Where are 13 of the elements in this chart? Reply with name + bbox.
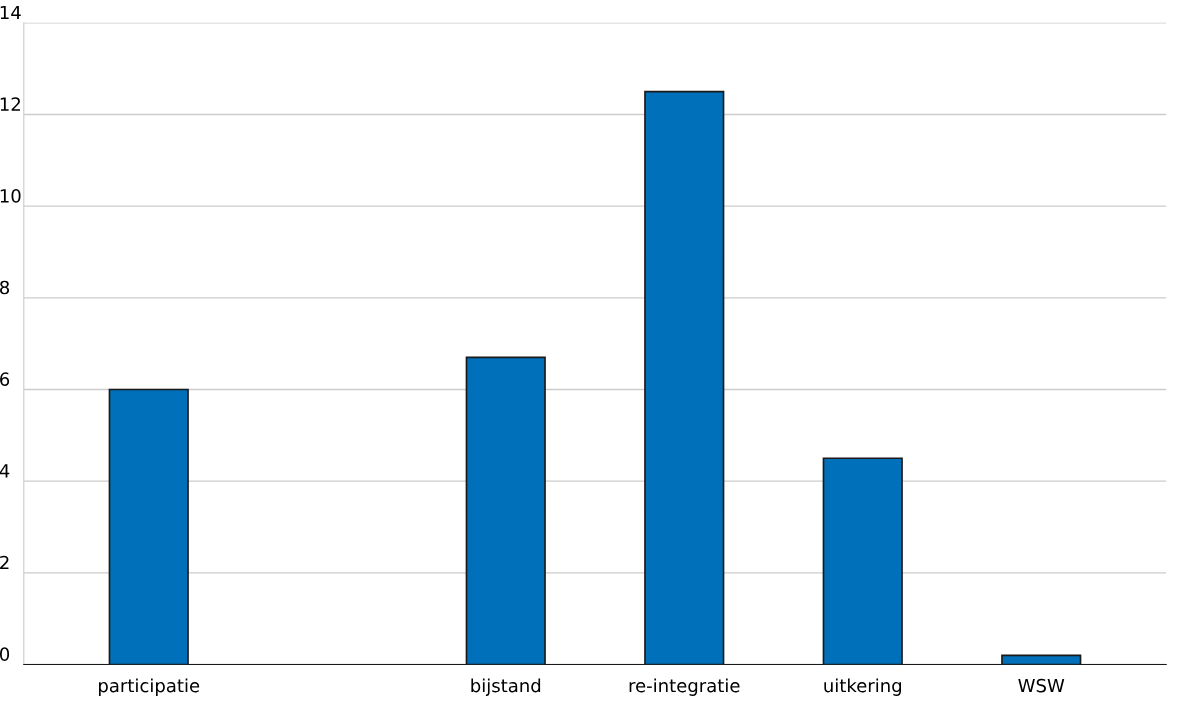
x-tick-label: uitkering xyxy=(824,678,902,696)
x-tick-label: WSW xyxy=(1018,678,1065,693)
y-tick-label: 4 xyxy=(0,464,10,478)
y-tick-label: 12 xyxy=(0,97,20,111)
x-tick-label: participatie xyxy=(99,678,200,696)
y-tick-label: 0 xyxy=(0,647,10,662)
x-tick-label: re-integratie xyxy=(629,678,740,696)
x-tick-label: bijstand xyxy=(471,678,541,696)
y-tick-label: 14 xyxy=(0,5,21,20)
y-tick-label: 2 xyxy=(0,555,9,570)
y-tick-label: 10 xyxy=(0,189,21,203)
y-tick-label: 8 xyxy=(0,280,10,295)
y-tick-label: 6 xyxy=(0,372,10,386)
